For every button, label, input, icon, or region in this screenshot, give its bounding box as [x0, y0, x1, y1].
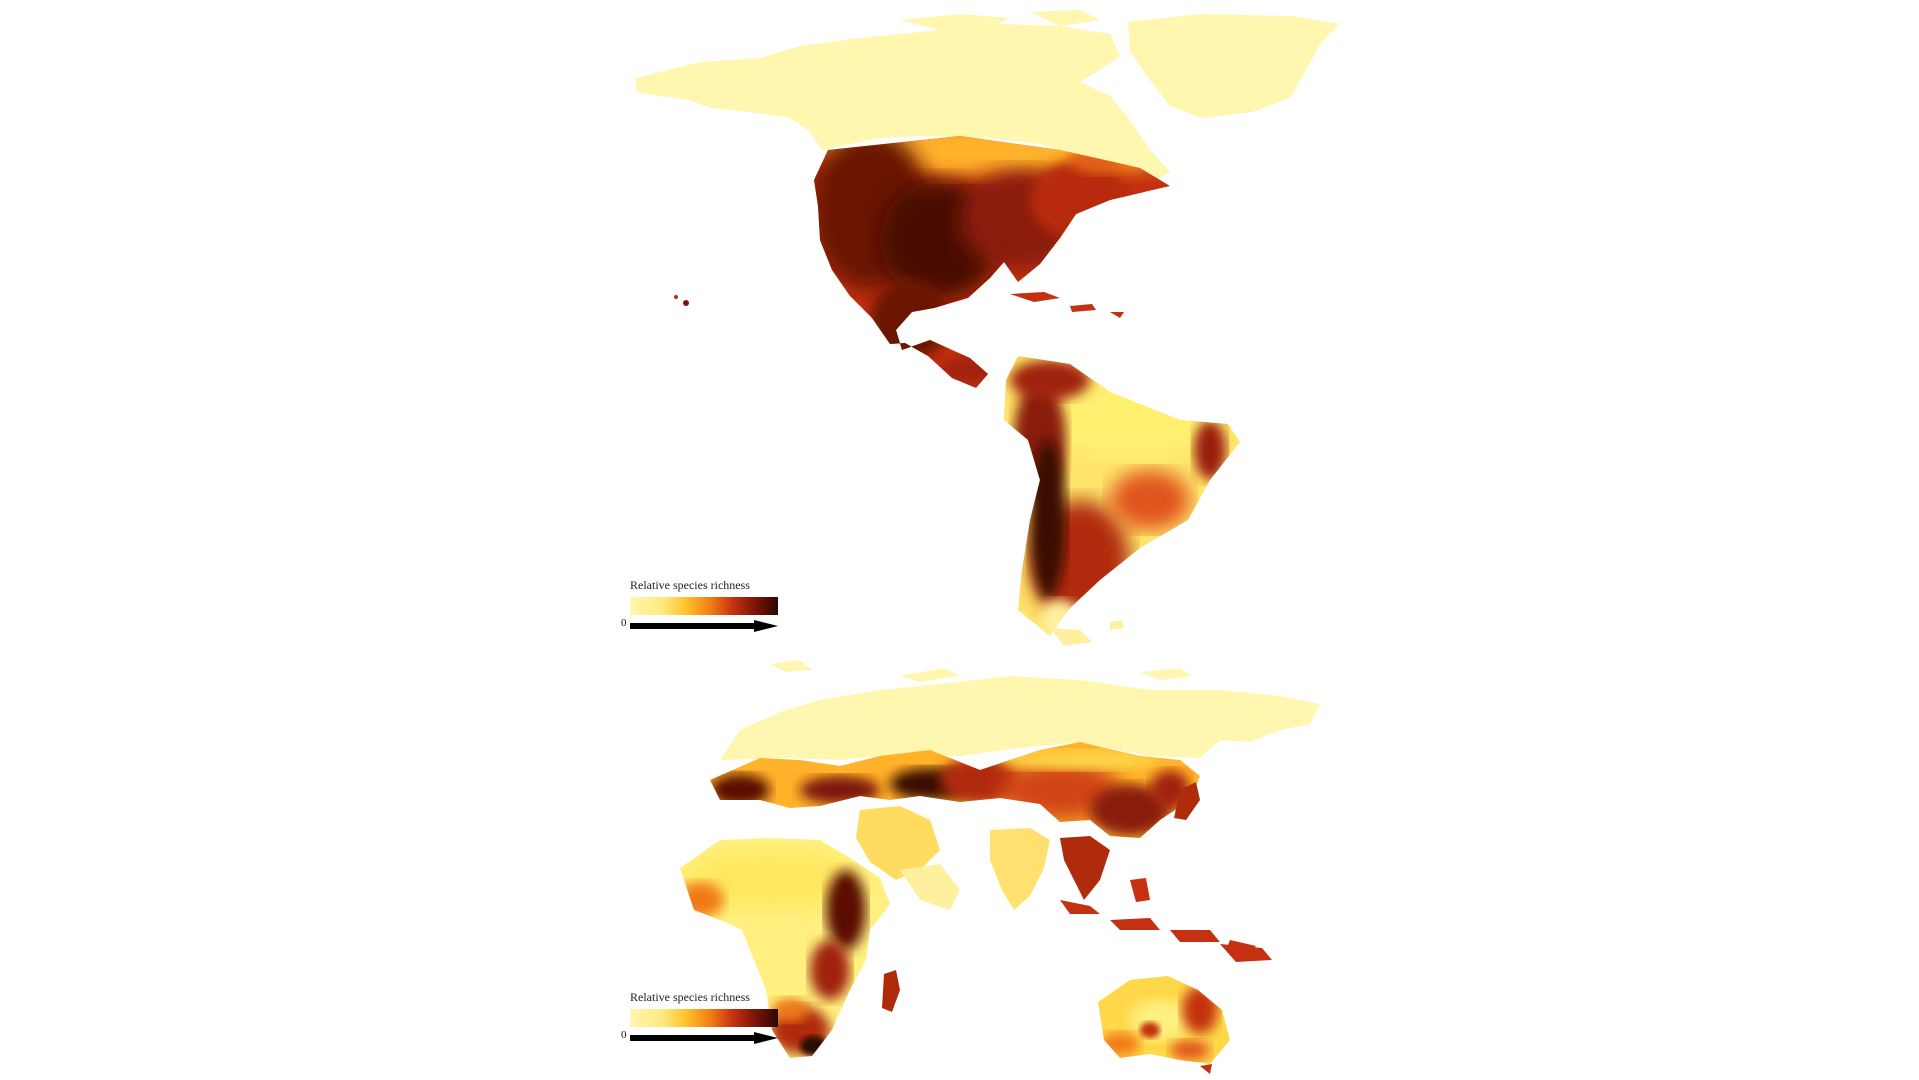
color-scale-bar	[630, 1009, 778, 1027]
caribbean-islands	[1010, 292, 1124, 318]
australia-richness	[1098, 976, 1230, 1064]
map-panel-americas	[636, 10, 1340, 646]
legend-axis: 0	[621, 617, 780, 632]
india-region	[990, 828, 1050, 910]
arctic-islands-eurasia	[770, 660, 1192, 682]
legend-zero-label: 0	[621, 1029, 627, 1041]
southeast-asia-region	[1060, 836, 1110, 900]
arabian-region	[900, 864, 960, 910]
hawaii-island	[683, 300, 689, 306]
new-guinea-region	[1220, 944, 1272, 962]
northern-eurasia-region	[720, 676, 1320, 760]
middle-east-region	[856, 806, 940, 880]
canada-alaska-region	[636, 24, 1170, 184]
color-scale-bar	[630, 597, 778, 615]
south-america-richness	[1004, 356, 1240, 636]
legend-title: Relative species richness	[630, 990, 750, 1004]
legend-title: Relative species richness	[630, 578, 750, 592]
legend-axis: 0	[621, 1029, 780, 1044]
japan-islands	[1174, 782, 1200, 820]
arrow-right-icon	[630, 1032, 778, 1044]
indonesia-islands	[1060, 878, 1256, 952]
hawaii-island	[674, 295, 678, 299]
madagascar-region	[882, 970, 900, 1012]
tasmania-region	[1200, 1064, 1212, 1074]
greenland-region	[1128, 14, 1340, 118]
legend-zero-label: 0	[621, 617, 627, 629]
arctic-islands	[900, 10, 1100, 30]
arrow-right-icon	[630, 620, 778, 632]
tierra-del-fuego	[1050, 620, 1124, 646]
legend-americas: Relative species richness 0	[621, 578, 780, 632]
legend-old-world: Relative species richness 0	[621, 990, 780, 1044]
